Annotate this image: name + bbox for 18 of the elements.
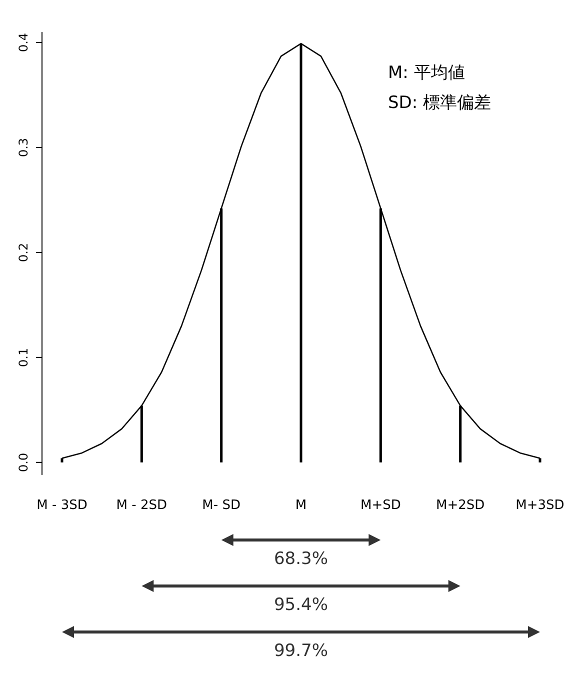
x-tick-label: M - 3SD	[36, 498, 88, 514]
x-tick-label: M+2SD	[436, 498, 485, 514]
y-tick-label: 0.4	[16, 32, 30, 52]
annotation: SD: 標準偏差	[388, 93, 492, 113]
x-tick-label: M - 2SD	[116, 498, 168, 514]
y-tick-label: 0.3	[16, 138, 30, 158]
x-tick-label: M	[295, 498, 307, 514]
y-tick-label: 0.0	[16, 452, 30, 472]
line-series	[61, 42, 541, 459]
y-tick-label: 0.1	[16, 348, 30, 367]
x-tick-label: M+SD	[360, 498, 401, 514]
text: 99.7%	[274, 641, 328, 661]
text: 68.3%	[274, 549, 328, 569]
x-tick-label: M+3SD	[516, 498, 564, 514]
text: 95.4%	[274, 595, 328, 615]
x-tick-label: M- SD	[202, 498, 240, 514]
y-tick-label: 0.2	[16, 242, 30, 262]
annotation: M: 平均値	[388, 63, 465, 83]
